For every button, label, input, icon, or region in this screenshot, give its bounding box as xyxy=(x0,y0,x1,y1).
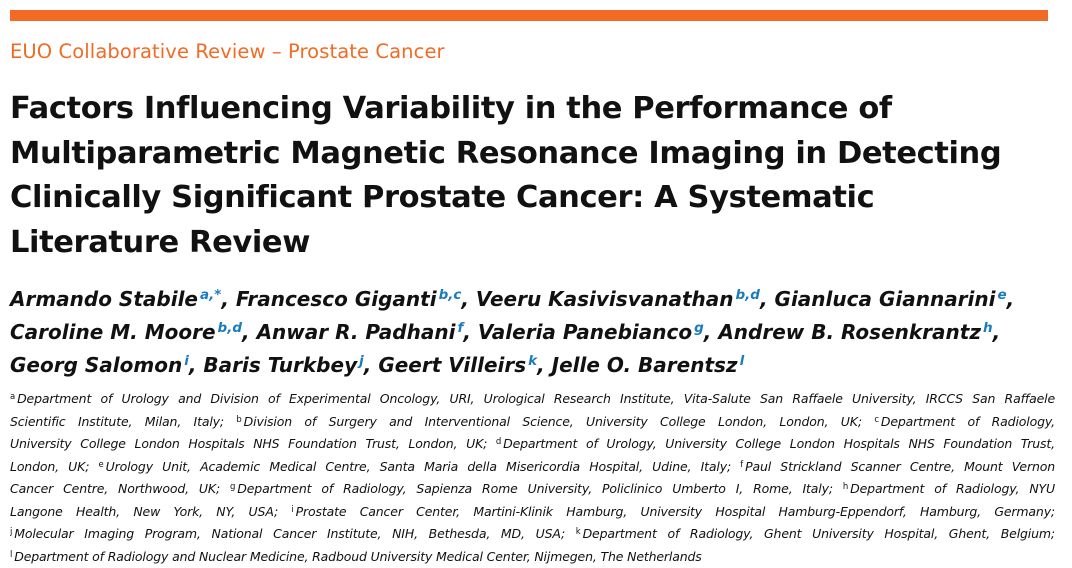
affiliation-text: Prostate Cancer Center, Martini-Klinik H… xyxy=(295,503,1055,519)
author-name: Gianluca Giannarini xyxy=(774,287,996,311)
affiliation-marker: c xyxy=(874,414,879,425)
affiliation-text: Urology Unit, Academic Medical Centre, S… xyxy=(105,458,741,474)
author-line: Armando Stabile a,*, Francesco Giganti b,c… xyxy=(10,287,1015,311)
affiliation-line: j Molecular Imaging Program, National Can… xyxy=(10,521,1055,544)
affiliation-link[interactable]: f xyxy=(457,320,464,336)
affiliation-line: l Department of Radiology and Nuclear Med… xyxy=(10,544,1055,568)
author-name: Valeria Panebianco xyxy=(477,320,693,344)
author-name: Anwar R. Padhani xyxy=(256,320,456,344)
affiliation-marker: j xyxy=(10,527,13,537)
affiliation-marker: b xyxy=(236,414,242,425)
affiliation-list: a Department of Urology and Division of E… xyxy=(10,386,1055,568)
affiliation-line: Langone Health, New York, NY, USA; i Pros… xyxy=(10,499,1055,522)
author-line: Caroline M. Moore b,d, Anwar R. Padhani f,… xyxy=(10,320,1001,344)
affiliation-link[interactable]: i xyxy=(184,353,189,369)
author-name: Francesco Giganti xyxy=(235,287,437,311)
affiliation-link[interactable]: l xyxy=(739,353,745,369)
affiliation-text: Department of Radiology, xyxy=(880,413,1055,429)
author-line: Georg Salomon i, Baris Turkbey j, Geert Vi… xyxy=(10,353,745,377)
author-name: Armando Stabile xyxy=(10,287,198,311)
affiliation-link[interactable]: k xyxy=(528,353,538,369)
affiliation-marker: f xyxy=(740,459,744,470)
affiliation-marker: l xyxy=(10,549,13,560)
affiliation-link[interactable]: b,c xyxy=(438,287,462,303)
affiliation-text: Division of Surgery and Interventional S… xyxy=(243,413,875,429)
title-line: Clinically Significant Prostate Cancer: … xyxy=(10,180,875,215)
affiliation-marker: e xyxy=(98,459,104,470)
affiliation-link[interactable]: b,d xyxy=(735,287,760,303)
affiliation-marker: d xyxy=(495,437,502,447)
affiliation-marker: a xyxy=(10,392,16,402)
affiliation-marker: g xyxy=(230,482,236,492)
author-name: Baris Turkbey xyxy=(203,353,358,377)
affiliation-text: Molecular Imaging Program, National Canc… xyxy=(14,526,576,541)
author-name: Geert Villeirs xyxy=(378,353,527,377)
affiliation-text: Department of Radiology, Sapienza Rome U… xyxy=(237,481,843,496)
title-line: Literature Review xyxy=(10,224,310,260)
affiliation-marker: h xyxy=(842,482,849,492)
header-accent-bar xyxy=(10,10,1048,21)
affiliation-text: Scientific Institute, Milan, Italy; xyxy=(10,413,237,429)
author-name: Georg Salomon xyxy=(10,353,183,377)
affiliation-link[interactable]: h xyxy=(982,320,993,336)
affiliation-line: Scientific Institute, Milan, Italy; b Div… xyxy=(10,409,1055,432)
author-name: Jelle O. Barentsz xyxy=(551,353,738,377)
author-name: Veeru Kasivisvanathan xyxy=(475,287,734,311)
affiliation-link[interactable]: b,d xyxy=(217,320,242,336)
author-name: Andrew B. Rosenkrantz xyxy=(718,320,981,344)
affiliation-text: Department of Urology, University Colleg… xyxy=(503,436,1055,451)
affiliation-text: Department of Radiology and Nuclear Medi… xyxy=(14,548,702,564)
affiliation-text: Langone Health, New York, NY, USA; xyxy=(10,503,292,519)
affiliation-text: Paul Strickland Scanner Centre, Mount Ve… xyxy=(745,458,1055,474)
affiliation-link[interactable]: a,* xyxy=(200,287,222,303)
author-name: Caroline M. Moore xyxy=(10,320,216,344)
affiliation-marker: k xyxy=(575,527,581,537)
affiliation-link[interactable]: j xyxy=(359,353,364,369)
affiliation-line: University College London Hospitals NHS … xyxy=(10,431,1055,454)
affiliation-text: Cancer Centre, Northwood, UK; xyxy=(10,481,231,496)
affiliation-line: Cancer Centre, Northwood, UK; g Departmen… xyxy=(10,476,1055,499)
article-title: Factors Influencing Variability in the P… xyxy=(10,87,1050,265)
affiliation-text: Department of Radiology, NYU xyxy=(850,481,1055,496)
affiliation-text: London, UK; xyxy=(10,458,99,474)
affiliation-link[interactable]: e xyxy=(997,287,1007,303)
article-series-label: EUO Collaborative Review – Prostate Canc… xyxy=(10,40,445,63)
title-line: Factors Influencing Variability in the P… xyxy=(10,91,892,126)
affiliation-marker: i xyxy=(291,504,294,515)
affiliation-text: Department of Urology and Division of Ex… xyxy=(17,391,1055,406)
affiliation-text: University College London Hospitals NHS … xyxy=(10,436,496,451)
title-line: Multiparametric Magnetic Resonance Imagi… xyxy=(10,135,1002,171)
affiliation-line: a Department of Urology and Division of E… xyxy=(10,386,1055,409)
affiliation-text: Department of Radiology, Ghent Universit… xyxy=(582,526,1055,541)
affiliation-line: London, UK; e Urology Unit, Academic Medi… xyxy=(10,454,1055,477)
author-list: Armando Stabile a,*, Francesco Giganti b,c… xyxy=(10,281,1050,380)
affiliation-link[interactable]: g xyxy=(694,320,704,336)
